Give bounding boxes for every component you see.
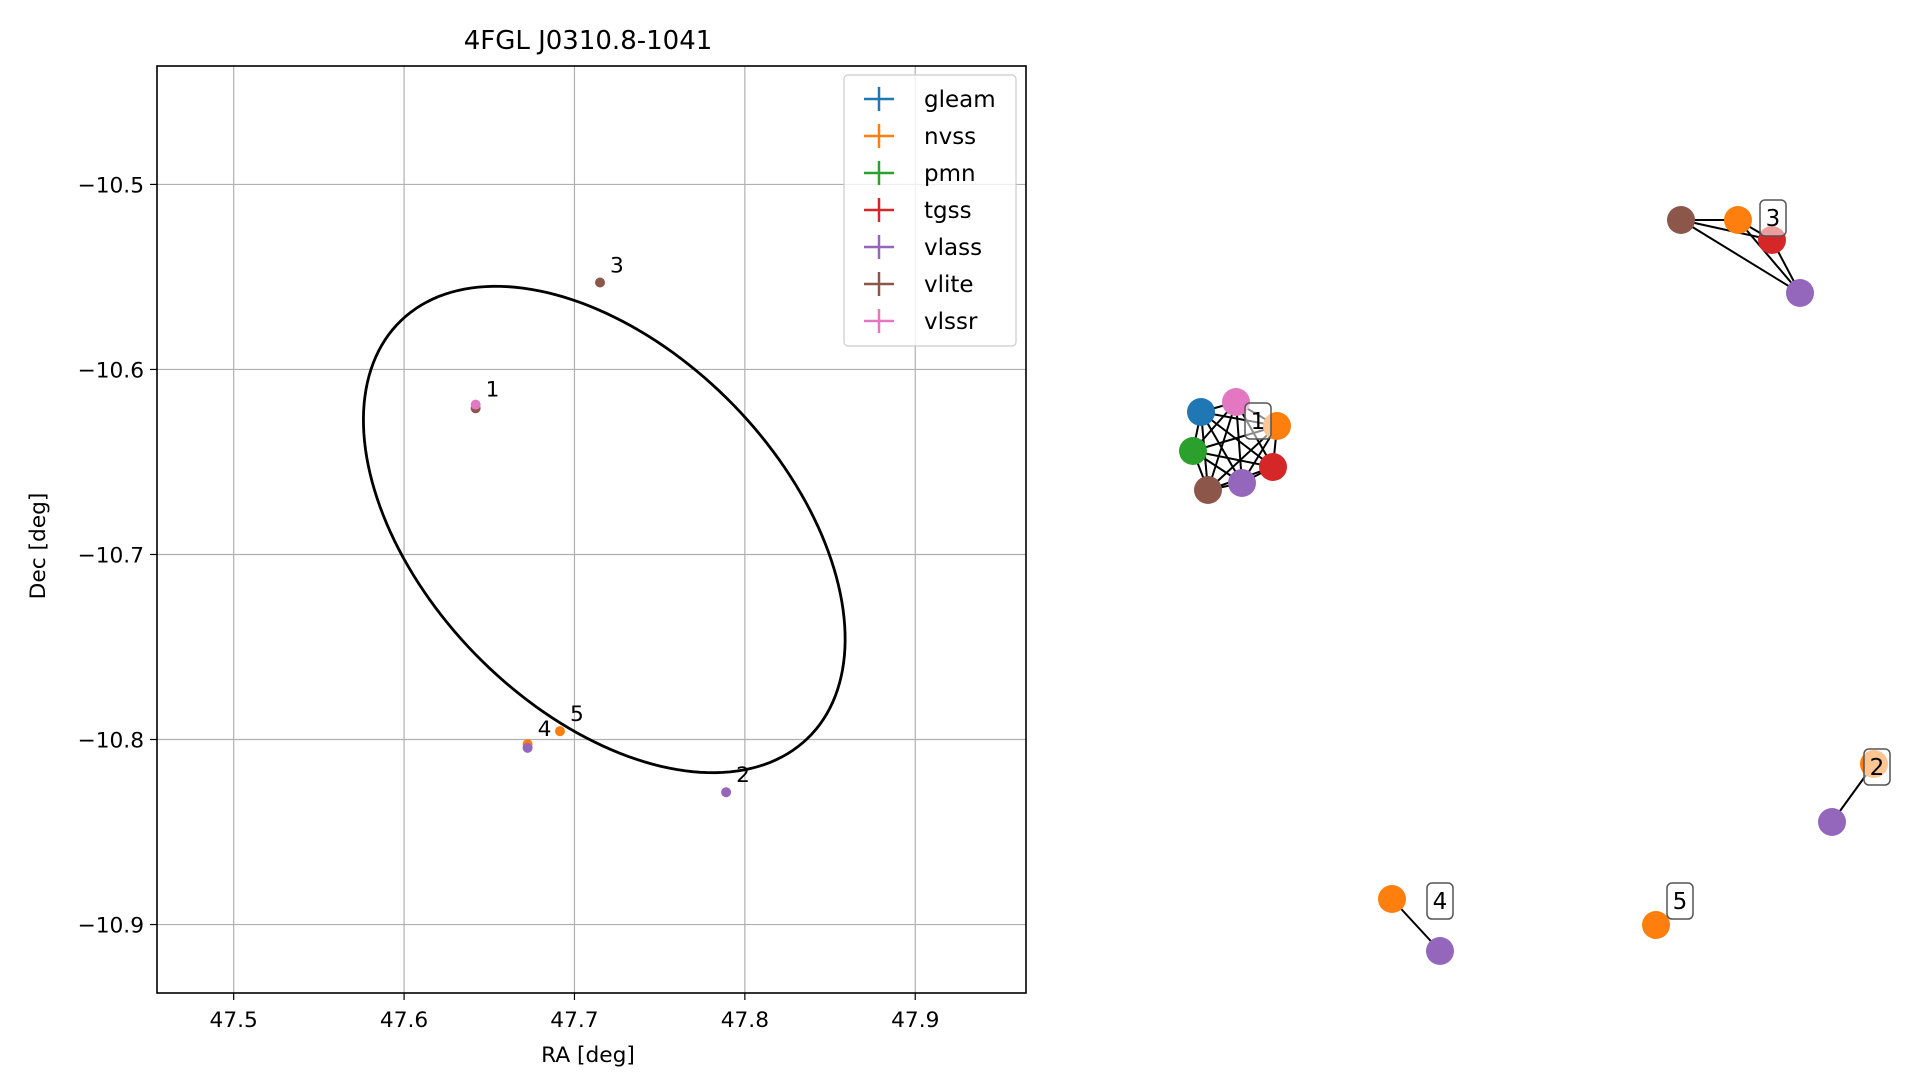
graph-node-nvss [1378,885,1406,913]
legend-entry-gleam: gleam [864,87,996,113]
legend-entry-pmn: pmn [864,161,976,187]
plot-frame [156,65,1027,994]
graph-node-vlite [1194,476,1222,504]
legend-label: vlass [924,235,982,261]
graph-edge [1200,411,1274,468]
x-tick-label: 47.8 [721,1008,769,1033]
legend-entry-vlssr: vlssr [864,309,978,335]
graph-node-nvss [1724,206,1752,234]
y-tick-label: −10.7 [78,543,144,568]
crossmatch-graph: 1 3 2 4 5 [1179,199,1891,965]
graph-label-box [1863,748,1891,786]
legend-entry-vlass: vlass [864,235,982,261]
graph-label-text: 2 [1870,755,1885,781]
x-tick-label: 47.5 [210,1008,258,1033]
graph-group-label: 4 [1426,882,1454,920]
x-axis-ticks: 47.5 47.6 47.7 47.8 47.9 [210,993,939,1033]
source-label: 5 [570,702,584,727]
data-point-nvss [554,726,565,737]
y-tick-label: −10.9 [78,914,144,939]
legend: gleam nvss pmn tgss vlass vlite vlssr [843,74,1017,347]
graph-edge [1680,219,1773,241]
graph-label-box [1759,199,1787,237]
graph-edge [1207,401,1237,491]
x-axis-label: RA [deg] [541,1043,635,1068]
graph-label-text: 4 [1433,889,1448,915]
x-tick-label: 47.9 [891,1008,939,1033]
legend-label: tgss [924,198,972,224]
y-tick-label: −10.6 [78,358,144,383]
legend-label: gleam [924,87,996,113]
legend-label: vlite [924,272,974,298]
source-label: 4 [538,717,552,742]
source-label: 2 [736,763,750,788]
error-ellipse [362,284,847,775]
graph-node-tgss [1259,453,1287,481]
graph-group-label: 1 [1244,402,1272,440]
graph-node-gleam [1187,398,1215,426]
y-axis-label: Dec [deg] [26,493,51,600]
source-label: 3 [610,253,624,278]
legend-entry-vlite: vlite [864,272,974,298]
data-point-vlssr [470,399,481,410]
graph-node-pmn [1179,437,1207,465]
legend-label: nvss [924,124,976,150]
chart-title: 4FGL J0310.8-1041 [464,26,713,56]
graph-group-labels: 1 3 2 4 5 [1244,199,1891,920]
graph-node-vlssr [1222,388,1250,416]
graph-node-nvss [1642,911,1670,939]
graph-label-text: 3 [1766,206,1781,232]
graph-node-vlass [1426,937,1454,965]
y-axis-ticks: −10.5 −10.6 −10.7 −10.8 −10.9 [78,173,157,939]
x-tick-label: 47.7 [550,1008,598,1033]
graph-label-box [1666,882,1694,920]
y-tick-label: −10.5 [78,173,144,198]
x-tick-label: 47.6 [380,1008,428,1033]
graph-node-vlass [1786,279,1814,307]
graph-group-label: 5 [1666,882,1694,920]
legend-box [843,74,1017,347]
graph-node-vlass [1228,469,1256,497]
y-tick-label: −10.8 [78,729,144,754]
data-point-vlite [595,277,606,288]
graph-label-box [1426,882,1454,920]
legend-label: vlssr [924,309,978,335]
graph-node-vlass [1818,808,1846,836]
source-label: 1 [486,377,500,402]
legend-entry-tgss: tgss [864,198,972,224]
sky-plot: 4FGL J0310.8-1041 1 3 45 2 47.5 47.6 47.7 47.8… [26,26,1027,1068]
graph-label-text: 1 [1251,409,1266,435]
graph-edge [1737,219,1801,294]
graph-group-label: 2 [1863,748,1891,786]
graph-group-label: 3 [1759,199,1787,237]
data-point-vlass [522,742,533,753]
error-ellipse-layer [362,284,847,775]
data-points [470,277,732,798]
data-point-vlass [721,787,732,798]
graph-label-text: 5 [1673,889,1688,915]
source-labels: 1 3 45 2 [486,253,750,788]
graph-node-vlite [1667,206,1695,234]
legend-entry-nvss: nvss [864,124,976,150]
legend-label: pmn [924,161,976,187]
graph-label-box [1244,402,1272,440]
graph-edge [1680,219,1801,294]
